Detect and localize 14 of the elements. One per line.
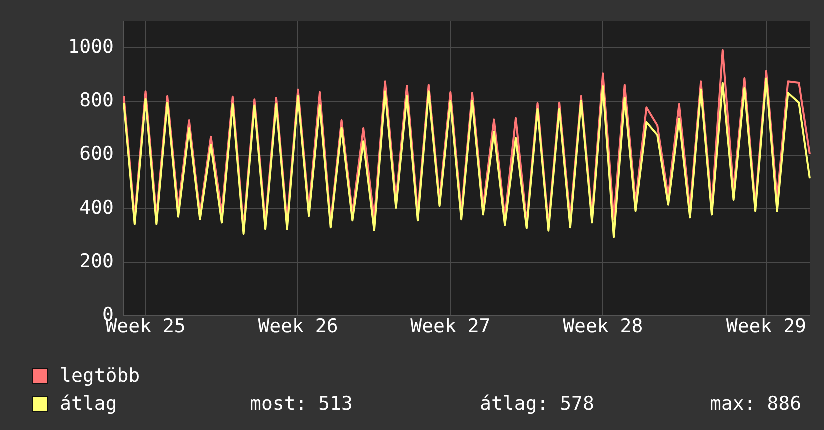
text: max: 886 [710,392,802,417]
x-tick-label: Week 29 [726,315,806,338]
text: most: 513 [250,392,354,417]
legend-label: átlag [60,392,118,417]
y-tick-label: 1000 [68,36,114,58]
y-tick-label: 200 [80,250,114,272]
y-tick-label: 600 [80,143,114,166]
text: átlag: 578 [480,392,596,417]
x-tick-label: Week 27 [410,315,491,338]
y-tick-label: 400 [80,196,114,219]
x-tick-label: Week 26 [258,315,338,338]
x-tick-label: Week 28 [563,315,644,338]
legend-label: legtöbb [60,364,142,389]
y-tick-label: 800 [80,90,114,112]
